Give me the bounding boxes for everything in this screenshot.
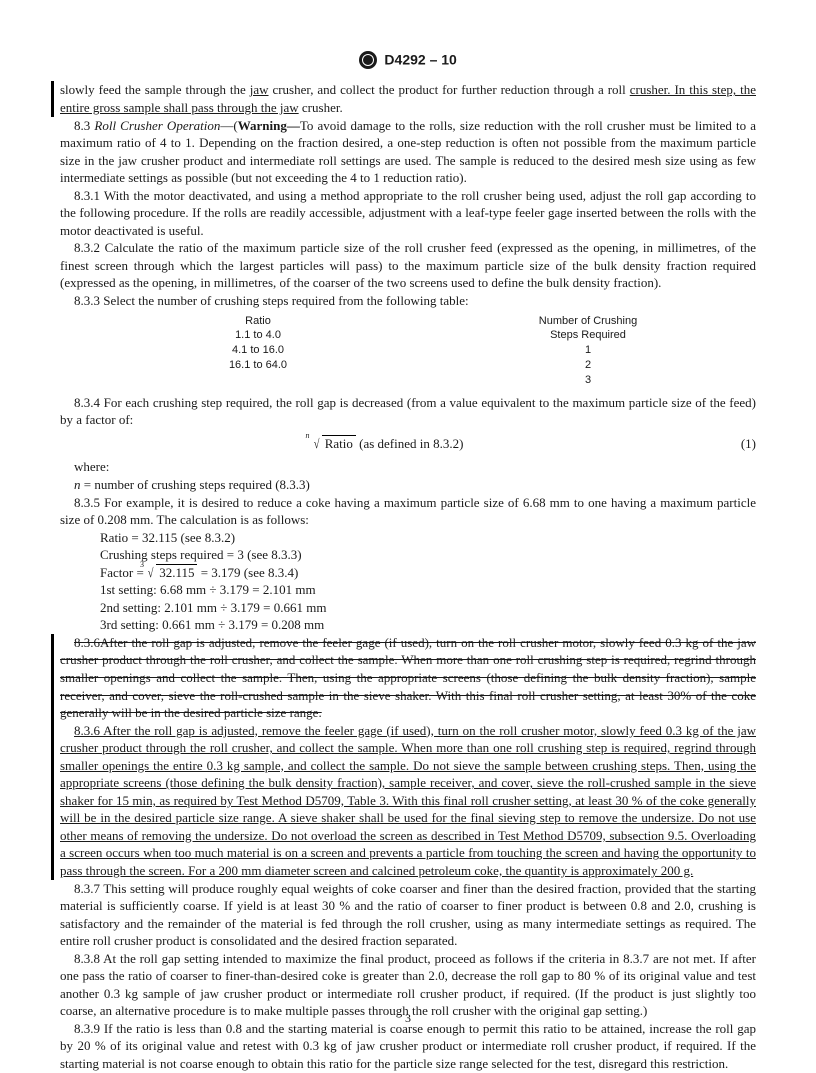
- where-label: where:: [60, 458, 756, 476]
- table-row: 16.1 to 64.0: [148, 358, 368, 373]
- section-8-3-4: 8.3.4 For each crushing step required, t…: [60, 394, 756, 429]
- page: D4292 – 10 slowly feed the sample throug…: [0, 0, 816, 1056]
- table-col-steps: Number of Crushing Steps Required 1 2 3: [508, 314, 668, 388]
- section-8-3-2: 8.3.2 Calculate the ratio of the maximum…: [60, 239, 756, 292]
- section-8-3: 8.3 Roll Crusher Operation—(Warning—To a…: [60, 117, 756, 187]
- calc-line: Factor = 3√32.115 = 3.179 (see 8.3.4): [100, 564, 756, 582]
- equation-number: (1): [716, 435, 756, 453]
- section-8-3-5: 8.3.5 For example, it is desired to redu…: [60, 494, 756, 529]
- para-changed-1: slowly feed the sample through the jaw c…: [60, 81, 756, 116]
- calc-line: Crushing steps required = 3 (see 8.3.3): [100, 546, 756, 564]
- table-col-ratio: Ratio 1.1 to 4.0 4.1 to 16.0 16.1 to 64.…: [148, 314, 368, 388]
- section-8-3-3: 8.3.3 Select the number of crushing step…: [60, 292, 756, 310]
- table-row: 1: [508, 343, 668, 358]
- table-header-steps-1: Number of Crushing: [508, 314, 668, 329]
- nth-root-icon: n√Ratio: [313, 435, 356, 453]
- calc-line: 1st setting: 6.68 mm ÷ 3.179 = 2.101 mm: [100, 581, 756, 599]
- equation-body: n√Ratio (as defined in 8.3.2): [60, 435, 716, 453]
- calc-line: 3rd setting: 0.661 mm ÷ 3.179 = 0.208 mm: [100, 616, 756, 634]
- cube-root-icon: 3√32.115: [147, 564, 197, 582]
- document-header: D4292 – 10: [60, 50, 756, 69]
- calc-line: Ratio = 32.115 (see 8.3.2): [100, 529, 756, 547]
- table-header-steps-2: Steps Required: [508, 328, 668, 343]
- section-8-3-9: 8.3.9 If the ratio is less than 0.8 and …: [60, 1020, 756, 1073]
- page-number: 3: [0, 1010, 816, 1026]
- section-8-3-1: 8.3.1 With the motor deactivated, and us…: [60, 187, 756, 240]
- where-line: n = number of crushing steps required (8…: [74, 476, 756, 494]
- calc-line: 2nd setting: 2.101 mm ÷ 3.179 = 0.661 mm: [100, 599, 756, 617]
- crushing-steps-table: Ratio 1.1 to 4.0 4.1 to 16.0 16.1 to 64.…: [60, 314, 756, 388]
- section-8-3-6-old: 8.3.6After the roll gap is adjusted, rem…: [60, 634, 756, 722]
- astm-logo-icon: [359, 51, 377, 69]
- table-row: 3: [508, 373, 668, 388]
- equation-1: n√Ratio (as defined in 8.3.2) (1): [60, 435, 756, 453]
- table-header-ratio: Ratio: [148, 314, 368, 329]
- table-row: 4.1 to 16.0: [148, 343, 368, 358]
- table-row: 2: [508, 358, 668, 373]
- section-8-3-6-new: 8.3.6 After the roll gap is adjusted, re…: [60, 722, 756, 880]
- table-row: 1.1 to 4.0: [148, 328, 368, 343]
- change-bar-section: slowly feed the sample through the jaw c…: [51, 81, 756, 116]
- change-bar-section-2: 8.3.6After the roll gap is adjusted, rem…: [51, 634, 756, 880]
- example-calculation: Ratio = 32.115 (see 8.3.2) Crushing step…: [100, 529, 756, 634]
- standard-designation: D4292 – 10: [384, 52, 456, 68]
- section-8-3-7: 8.3.7 This setting will produce roughly …: [60, 880, 756, 950]
